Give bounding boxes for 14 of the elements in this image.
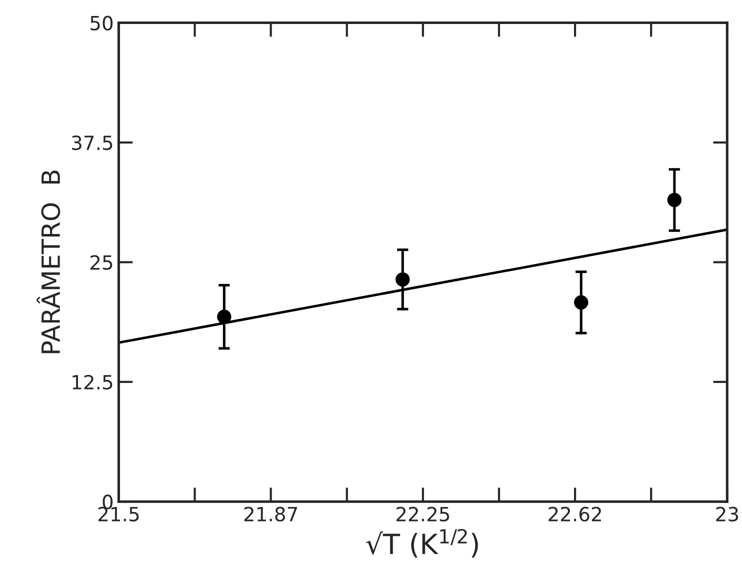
- x-axis-title: √T (K$^{1/2}$): [366, 528, 478, 558]
- point: [667, 192, 682, 208]
- y-tick-label: 37.5: [72, 135, 112, 150]
- point: [217, 310, 232, 324]
- y-tick-label: 12.5: [72, 374, 112, 390]
- y-tick-label: 25: [90, 255, 112, 270]
- x-tick-label: 23: [716, 506, 738, 522]
- x-tick-label: 22.62: [548, 506, 601, 522]
- y-axis-title: PARÂMETRO B: [36, 170, 60, 354]
- point: [396, 272, 410, 287]
- x-tick-label: 22.25: [396, 506, 450, 522]
- point: [574, 295, 588, 310]
- x-tick-label: 21.87: [244, 506, 297, 522]
- y-tick-label: 50: [90, 16, 113, 30]
